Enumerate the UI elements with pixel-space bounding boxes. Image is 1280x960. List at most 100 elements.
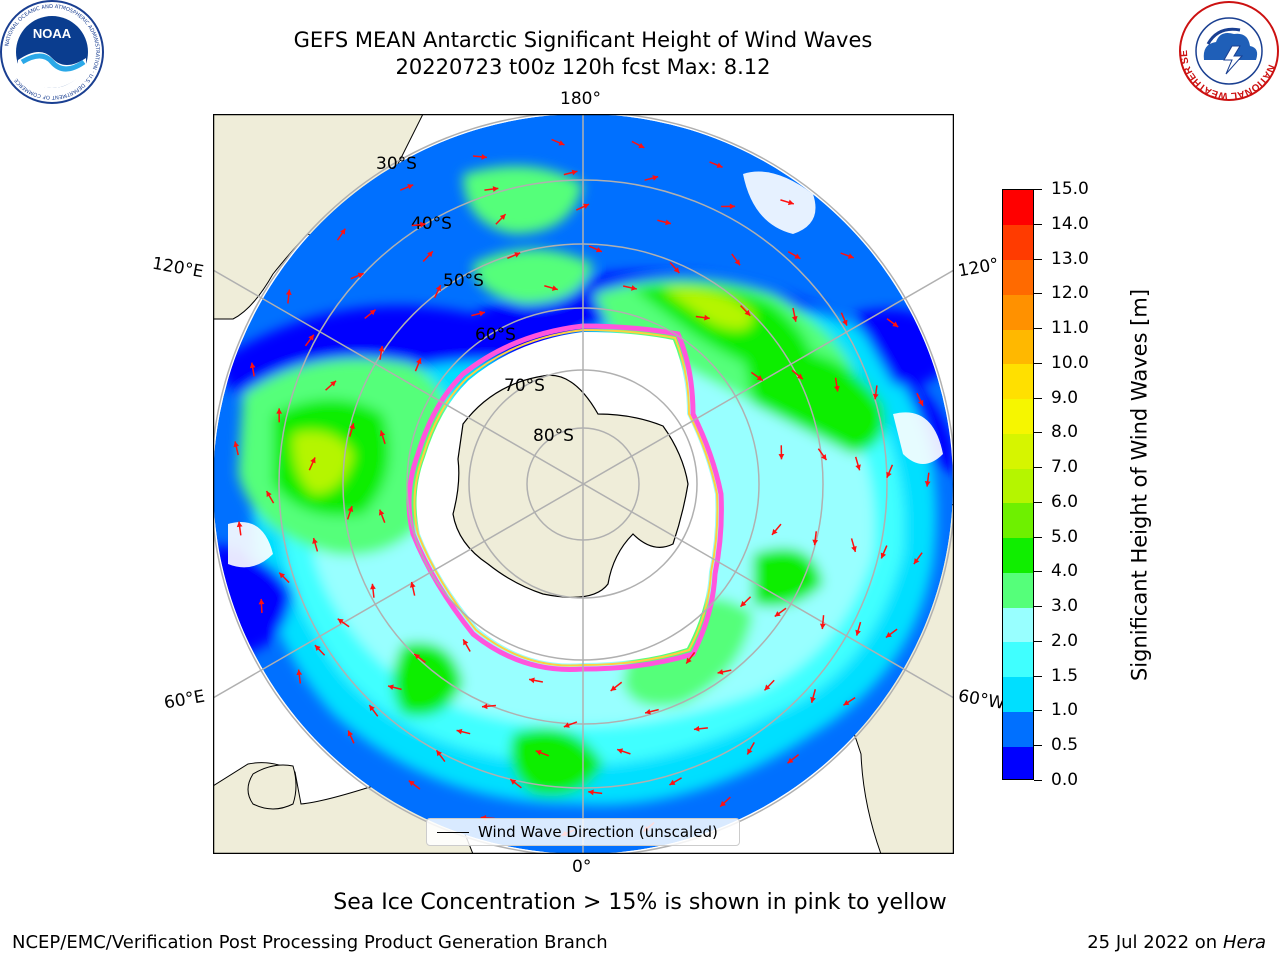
colorbar-tick [1034, 432, 1042, 434]
colorbar-tick-label: 3.0 [1051, 596, 1079, 617]
colorbar-tick [1034, 328, 1042, 330]
colorbar-tick-label: 13.0 [1051, 248, 1089, 269]
wave-arrow-head [720, 800, 726, 807]
wave-arrow-head [924, 480, 931, 487]
colorbar-tick [1034, 606, 1042, 608]
wave-arrow-head [747, 748, 753, 755]
colorbar-title: Significant Height of Wind Waves [m] [1127, 288, 1152, 682]
wave-arrow-head [631, 285, 637, 291]
map-border [213, 114, 954, 854]
wave-arrow-head [408, 780, 415, 787]
wave-arrow-head [843, 699, 850, 706]
wave-arrow-head [285, 289, 292, 296]
map-title: GEFS MEAN Antarctic Significant Height o… [293, 28, 873, 52]
wave-arrow-head [797, 373, 803, 380]
wave-arrow-head [872, 393, 879, 400]
colorbar-tick [1034, 710, 1042, 712]
wave-arrow-head [774, 611, 781, 617]
colorbar-tick [1034, 293, 1042, 295]
lon-label-60w: 60°W [956, 686, 1007, 714]
lon-label-0: 0° [572, 857, 592, 877]
colorbar-tick-label: 15.0 [1051, 179, 1089, 199]
wave-direction-legend: Wind Wave Direction (unscaled) [426, 818, 740, 846]
noaa-logo: NOAA NATIONAL OCEANIC AND ATMOSPHERIC AD… [0, 0, 104, 104]
colorbar-segment [1003, 746, 1033, 779]
colorbar-tick [1034, 536, 1042, 538]
wave-arrow-head [370, 583, 376, 590]
colorbar-segment [1003, 329, 1033, 365]
wave-arrow-head [740, 600, 747, 607]
wave-arrow-head [673, 267, 680, 273]
colorbar-tick [1034, 467, 1042, 469]
colorbar-tick [1034, 362, 1042, 364]
colorbar-segment [1003, 259, 1033, 295]
wave-arrow-head [652, 175, 659, 181]
colorbar-tick [1034, 223, 1042, 225]
wave-arrow-head [812, 539, 819, 546]
wave-arrow-head [310, 457, 316, 464]
colorbar-tick-label: 9.0 [1051, 387, 1079, 408]
wave-arrow-head [669, 779, 676, 785]
footer-host: Hera [1222, 932, 1266, 953]
wave-arrow-head [913, 558, 920, 565]
map-subtitle: 20220723 t00z 120h fcst Max: 8.12 [395, 55, 771, 79]
antarctica [406, 323, 724, 673]
wave-arrow-head [885, 632, 892, 638]
wave-arrow-head [378, 345, 385, 352]
colorbar-tick [1034, 640, 1042, 642]
wave-arrow-head [665, 219, 671, 226]
colorbar-segment [1003, 711, 1033, 747]
wave-arrow-head [794, 253, 801, 259]
colorbar-tick-label: 12.0 [1051, 283, 1089, 304]
wave-arrow-head [693, 725, 700, 732]
wave-arrow-head [595, 246, 602, 253]
wave-arrow-head [529, 677, 535, 684]
wave-arrow-head [357, 272, 364, 279]
wave-arrow-head [535, 750, 542, 756]
colorbar-segment [1003, 398, 1033, 434]
graticule [213, 114, 954, 854]
colorbar-tick [1034, 571, 1042, 573]
wave-arrow-head [233, 441, 240, 448]
wave-arrow-head [369, 705, 375, 712]
colorbar-tick [1034, 258, 1042, 260]
wave-arrow-head [787, 199, 794, 206]
wave-arrow-head [330, 380, 337, 387]
lat-label-80s: 80°S [533, 426, 574, 446]
wave-arrow-head [481, 154, 487, 160]
colorbar-tick-label: 0.5 [1051, 735, 1079, 756]
wave-arrow-head [886, 471, 892, 478]
wave-arrow-head [571, 169, 578, 176]
lat-label-30s: 30°S [376, 154, 417, 174]
colorbar-tick-label: 4.0 [1051, 561, 1079, 582]
colorbar-segment [1003, 502, 1033, 539]
colorbar-tick-label: 7.0 [1051, 457, 1079, 478]
colorbar-tick-label: 1.0 [1051, 700, 1079, 721]
wave-arrow-head [842, 319, 848, 326]
wave-arrow-head [409, 581, 416, 588]
wave-arrow-head [851, 546, 857, 552]
wave-arrow-head [492, 186, 499, 192]
lat-label-40s: 40°S [411, 214, 452, 234]
colorbar-segment [1003, 537, 1033, 573]
wave-arrow-head [420, 221, 426, 228]
wave-arrow-head [388, 684, 394, 691]
wave-arrow-head [514, 252, 521, 258]
colorbar-tick-label: 5.0 [1051, 526, 1079, 547]
wave-arrow-head [791, 315, 798, 322]
wave-arrow-head [855, 629, 861, 636]
colorbar-segment [1003, 676, 1033, 712]
ice-edge-yellow [413, 328, 719, 667]
noaa-logo-text: NOAA [33, 26, 72, 41]
wind-wave-arrows [233, 138, 931, 837]
colorbar-tick-label: 11.0 [1051, 318, 1089, 339]
wave-arrow-head [296, 669, 303, 676]
land-madagascar [247, 764, 297, 810]
wave-arrow-head [918, 399, 924, 406]
colorbar-segment [1003, 224, 1033, 260]
wave-arrow-head [558, 140, 565, 146]
wave-arrow-head [834, 385, 840, 392]
wave-arrow-head [236, 521, 243, 528]
wave-arrow-head [463, 639, 469, 646]
wave-arrow-head [756, 375, 763, 381]
